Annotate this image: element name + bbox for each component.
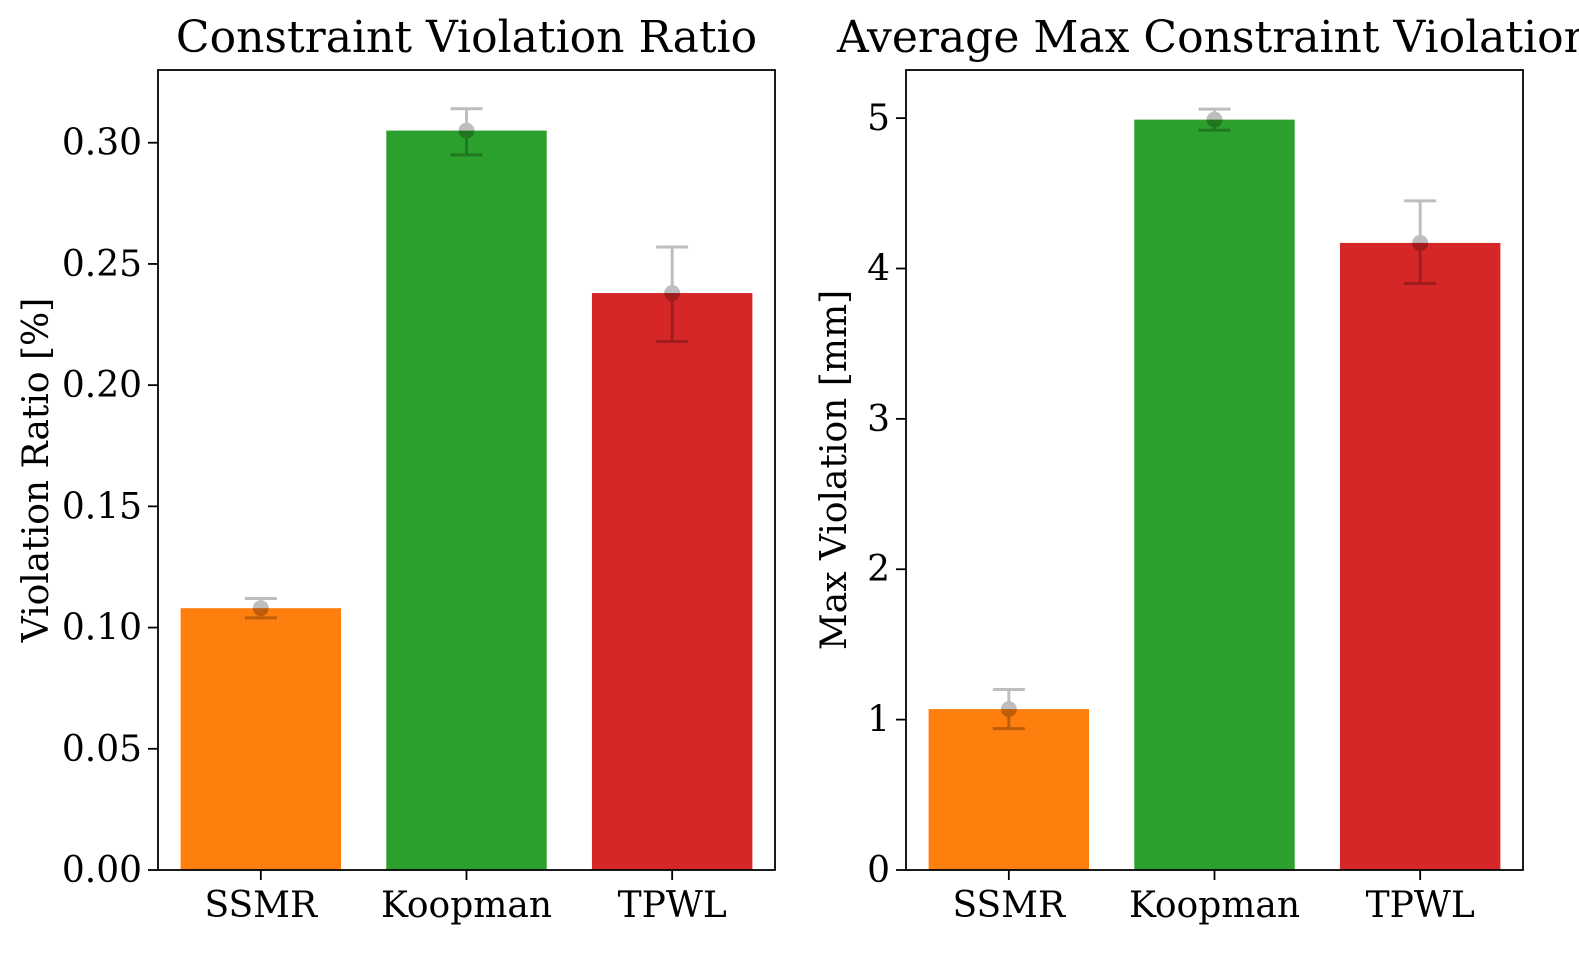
y-tick-label: 2 [867, 549, 890, 590]
y-tick-label: 3 [867, 399, 890, 440]
y-axis-label: Max Violation [mm] [814, 290, 855, 650]
mean-marker [252, 600, 269, 617]
chart-title: Constraint Violation Ratio [176, 12, 757, 63]
x-tick-label: SSMR [952, 885, 1066, 926]
mean-marker [664, 285, 681, 302]
x-tick-label: TPWL [618, 885, 727, 926]
mean-marker [1206, 111, 1223, 128]
y-tick-label: 1 [867, 700, 890, 741]
bar-ssmr [928, 709, 1090, 870]
mean-marker [1412, 234, 1429, 251]
y-tick-label: 0.15 [62, 486, 142, 527]
y-tick-label: 0 [867, 850, 890, 891]
x-tick-label: Koopman [1129, 885, 1300, 926]
x-tick-label: Koopman [381, 885, 552, 926]
y-tick-label: 0.10 [62, 608, 142, 649]
y-tick-label: 0.05 [62, 729, 142, 770]
y-tick-label: 5 [867, 98, 890, 139]
y-axis-label: Violation Ratio [%] [16, 298, 57, 644]
errorbar-ssmr [992, 688, 1025, 731]
bar-koopman [1134, 119, 1295, 870]
errorbar-ssmr [244, 596, 277, 620]
y-tick-label: 0.25 [62, 244, 142, 285]
errorbar-tpwl [1404, 199, 1437, 286]
bar-ssmr [180, 608, 342, 870]
y-tick-label: 0.00 [62, 850, 142, 891]
y-tick-label: 0.20 [62, 365, 142, 406]
y-tick-label: 4 [867, 248, 890, 289]
y-tick-label: 0.30 [62, 123, 142, 164]
x-tick-label: TPWL [1366, 885, 1475, 926]
bar-tpwl [591, 293, 753, 871]
chart-title: Average Max Constraint Violation [836, 12, 1579, 63]
errorbar-koopman [1198, 107, 1231, 132]
chart-panel-violation-ratio: 0.00 0.05 0.10 0.15 0.20 0.25 0.30 SSMR Koopman T… [16, 12, 776, 926]
bar-tpwl [1339, 242, 1501, 871]
errorbar-koopman [450, 107, 483, 157]
mean-marker [458, 122, 475, 139]
x-tick-label: SSMR [204, 885, 318, 926]
mean-marker [1000, 701, 1017, 718]
chart-panel-max-violation: 0 1 2 3 4 5 SSMR Koopman TPWL Average Max Constra… [814, 12, 1579, 926]
bar-koopman [386, 130, 547, 870]
errorbar-tpwl [656, 245, 689, 344]
